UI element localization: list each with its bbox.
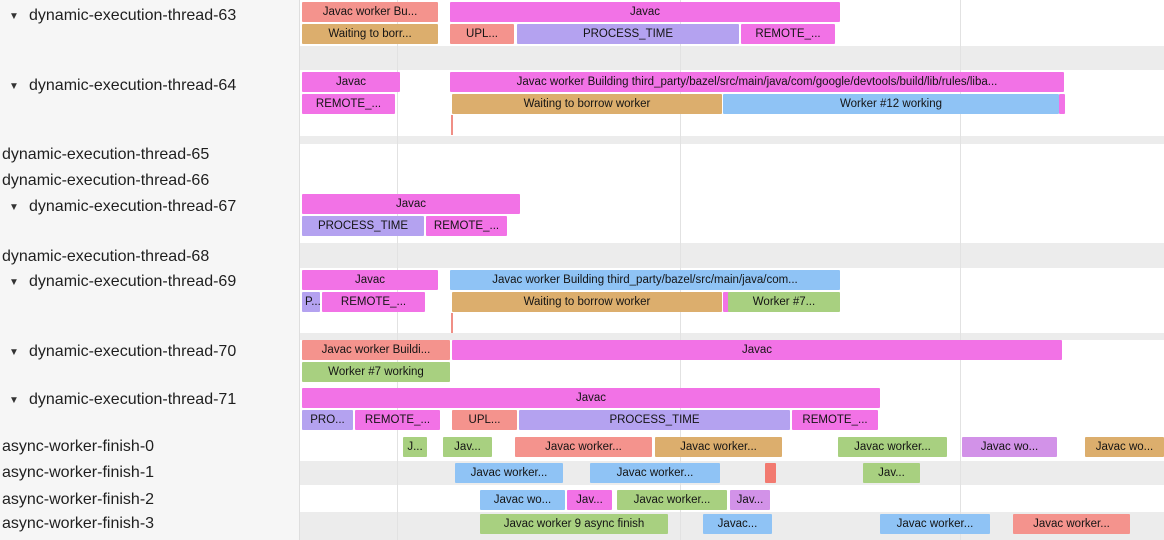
trace-slice[interactable]: Worker #12 working — [723, 94, 1059, 114]
trace-slice[interactable]: Javac wo... — [1085, 437, 1164, 457]
track-label[interactable]: ▼ dynamic-execution-thread-67 — [0, 196, 300, 218]
collapse-triangle-icon[interactable]: ▼ — [9, 10, 19, 22]
row-shade-band — [300, 243, 1164, 268]
trace-slice[interactable]: Worker #7 working — [302, 362, 450, 382]
trace-slice[interactable]: Jav... — [730, 490, 770, 510]
trace-slice[interactable] — [1059, 94, 1065, 114]
trace-slice[interactable]: Javac — [452, 340, 1062, 360]
trace-slice[interactable]: Javac worker... — [455, 463, 563, 483]
trace-slice[interactable]: Javac — [302, 388, 880, 408]
trace-slice[interactable] — [765, 463, 776, 483]
trace-slice[interactable]: Javac worker Building third_party/bazel/… — [450, 72, 1064, 92]
track-label[interactable]: async-worker-finish-2 — [0, 489, 300, 511]
trace-slice[interactable]: Jav... — [443, 437, 492, 457]
trace-slice[interactable]: REMOTE_... — [426, 216, 507, 236]
trace-slice[interactable]: Worker #7... — [728, 292, 840, 312]
trace-slice[interactable]: PRO... — [302, 410, 353, 430]
track-name: async-worker-finish-3 — [2, 515, 155, 532]
collapse-triangle-icon[interactable]: ▼ — [9, 276, 19, 288]
time-gridline — [960, 0, 961, 540]
trace-slice[interactable]: Javac — [302, 194, 520, 214]
trace-slice[interactable]: Javac worker Building third_party/bazel/… — [450, 270, 840, 290]
track-label[interactable]: async-worker-finish-0 — [0, 436, 300, 458]
trace-slice[interactable]: REMOTE_... — [322, 292, 425, 312]
trace-slice[interactable]: Javac — [302, 270, 438, 290]
trace-slice[interactable]: REMOTE_... — [792, 410, 878, 430]
trace-slice[interactable]: PROCESS_TIME — [517, 24, 739, 44]
track-name: dynamic-execution-thread-67 — [29, 198, 237, 215]
trace-slice[interactable]: Javac wo... — [962, 437, 1057, 457]
track-label[interactable]: ▼ dynamic-execution-thread-69 — [0, 271, 300, 293]
trace-slice[interactable]: Javac worker... — [838, 437, 947, 457]
trace-slice[interactable]: Waiting to borrow worker — [452, 292, 722, 312]
track-label[interactable]: async-worker-finish-3 — [0, 513, 300, 535]
trace-slice[interactable]: Javac — [302, 72, 400, 92]
counter-tick[interactable] — [451, 115, 453, 135]
timeline-panel: Javac worker Bu... Javac Waiting to borr..… — [300, 0, 1164, 540]
collapse-triangle-icon[interactable]: ▼ — [9, 80, 19, 92]
track-label[interactable]: ▼ dynamic-execution-thread-71 — [0, 389, 300, 411]
track-label[interactable]: dynamic-execution-thread-66 — [0, 170, 300, 192]
trace-slice[interactable]: Javac worker... — [880, 514, 990, 534]
trace-slice[interactable] — [723, 292, 729, 312]
trace-slice[interactable]: Javac worker... — [515, 437, 652, 457]
trace-slice[interactable]: Javac worker... — [655, 437, 782, 457]
trace-slice[interactable]: PROCESS_TIME — [519, 410, 790, 430]
collapse-triangle-icon[interactable]: ▼ — [9, 201, 19, 213]
track-name-panel: ▼ dynamic-execution-thread-63 ▼ dynamic-exe… — [0, 0, 300, 540]
trace-slice[interactable]: Javac... — [703, 514, 772, 534]
row-shade-band — [300, 46, 1164, 70]
trace-slice[interactable]: Javac worker... — [617, 490, 727, 510]
trace-slice[interactable]: REMOTE_... — [741, 24, 835, 44]
trace-slice[interactable]: Jav... — [863, 463, 920, 483]
row-shade-band — [300, 333, 1164, 340]
track-name: dynamic-execution-thread-64 — [29, 77, 237, 94]
track-name: dynamic-execution-thread-66 — [2, 172, 210, 189]
trace-slice[interactable]: P... — [302, 292, 320, 312]
track-name: async-worker-finish-2 — [2, 491, 155, 508]
trace-slice[interactable]: UPL... — [450, 24, 514, 44]
track-label[interactable]: ▼ dynamic-execution-thread-64 — [0, 75, 300, 97]
track-label[interactable]: ▼ dynamic-execution-thread-63 — [0, 5, 300, 27]
trace-slice[interactable]: Waiting to borr... — [302, 24, 438, 44]
trace-slice[interactable]: Javac worker... — [590, 463, 720, 483]
trace-slice[interactable]: Javac — [450, 2, 840, 22]
trace-slice[interactable]: Javac worker 9 async finish — [480, 514, 668, 534]
track-label[interactable]: async-worker-finish-1 — [0, 462, 300, 484]
track-name: dynamic-execution-thread-63 — [29, 7, 237, 24]
trace-slice[interactable]: REMOTE_... — [355, 410, 440, 430]
trace-slice[interactable]: Javac worker... — [1013, 514, 1130, 534]
track-name: dynamic-execution-thread-68 — [2, 248, 210, 265]
trace-slice[interactable]: PROCESS_TIME — [302, 216, 424, 236]
trace-slice[interactable]: Javac worker Bu... — [302, 2, 438, 22]
trace-slice[interactable]: REMOTE_... — [302, 94, 395, 114]
track-name: async-worker-finish-1 — [2, 464, 155, 481]
track-name: async-worker-finish-0 — [2, 438, 155, 455]
track-label[interactable]: ▼ dynamic-execution-thread-70 — [0, 341, 300, 363]
track-name: dynamic-execution-thread-70 — [29, 343, 237, 360]
track-name: dynamic-execution-thread-69 — [29, 273, 237, 290]
track-name: dynamic-execution-thread-65 — [2, 146, 210, 163]
trace-slice[interactable]: Javac worker Buildi... — [302, 340, 450, 360]
row-shade-band — [300, 461, 1164, 485]
row-shade-band — [300, 136, 1164, 144]
trace-slice[interactable]: J... — [403, 437, 427, 457]
collapse-triangle-icon[interactable]: ▼ — [9, 346, 19, 358]
trace-slice[interactable]: Waiting to borrow worker — [452, 94, 722, 114]
trace-slice[interactable]: Jav... — [567, 490, 612, 510]
trace-slice[interactable]: Javac wo... — [480, 490, 565, 510]
track-label[interactable]: dynamic-execution-thread-65 — [0, 144, 300, 166]
track-name: dynamic-execution-thread-71 — [29, 391, 237, 408]
track-label[interactable]: dynamic-execution-thread-68 — [0, 246, 300, 268]
counter-tick[interactable] — [451, 313, 453, 333]
trace-slice[interactable]: UPL... — [452, 410, 517, 430]
collapse-triangle-icon[interactable]: ▼ — [9, 394, 19, 406]
